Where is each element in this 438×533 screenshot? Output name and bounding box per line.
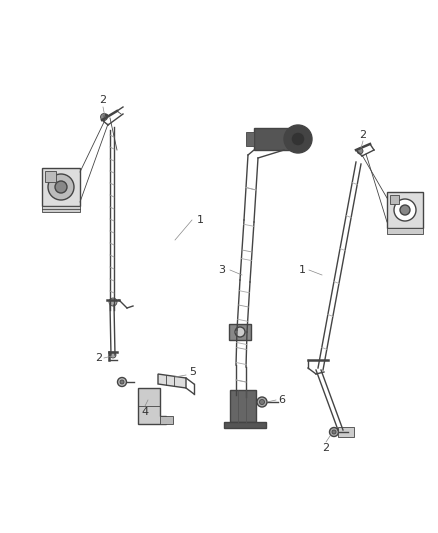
Polygon shape — [254, 128, 298, 150]
Circle shape — [48, 174, 74, 200]
Polygon shape — [387, 192, 423, 228]
Circle shape — [110, 352, 116, 358]
Text: 2: 2 — [99, 95, 106, 105]
Circle shape — [291, 132, 305, 146]
Circle shape — [55, 181, 67, 193]
Circle shape — [284, 125, 312, 153]
Polygon shape — [390, 195, 399, 204]
Polygon shape — [45, 171, 56, 182]
Text: 6: 6 — [279, 395, 286, 405]
Polygon shape — [230, 390, 256, 422]
Polygon shape — [42, 206, 80, 212]
Circle shape — [257, 397, 267, 407]
Text: 2: 2 — [360, 130, 367, 140]
Circle shape — [332, 430, 336, 434]
Polygon shape — [160, 416, 173, 424]
Text: 1: 1 — [197, 215, 204, 225]
Circle shape — [259, 400, 265, 405]
Text: 2: 2 — [322, 443, 329, 453]
Polygon shape — [387, 228, 423, 234]
Circle shape — [117, 377, 127, 386]
Circle shape — [394, 199, 416, 221]
Polygon shape — [42, 168, 80, 206]
Circle shape — [120, 380, 124, 384]
Polygon shape — [338, 427, 354, 437]
Circle shape — [104, 114, 108, 118]
Text: 4: 4 — [141, 407, 148, 417]
Polygon shape — [158, 374, 186, 388]
Polygon shape — [138, 388, 166, 424]
Polygon shape — [224, 422, 266, 428]
Text: 1: 1 — [299, 265, 305, 275]
Circle shape — [235, 327, 245, 337]
Circle shape — [400, 205, 410, 215]
Polygon shape — [229, 324, 251, 340]
Text: 2: 2 — [95, 353, 102, 363]
Circle shape — [100, 114, 107, 120]
Circle shape — [357, 148, 363, 154]
Circle shape — [109, 298, 117, 306]
Text: 5: 5 — [190, 367, 197, 377]
Text: 3: 3 — [219, 265, 226, 275]
Circle shape — [329, 427, 339, 437]
Polygon shape — [246, 132, 254, 146]
